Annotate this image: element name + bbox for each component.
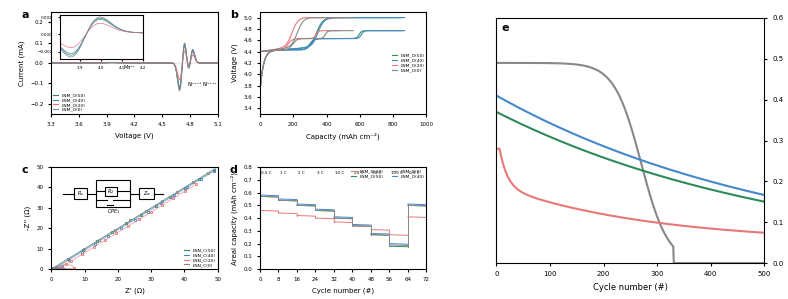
- Legend: LNM_O(50), LNM_O(40), LNM_O(20), LNM_O(0): LNM_O(50), LNM_O(40), LNM_O(20), LNM_O(0…: [392, 54, 424, 72]
- Y-axis label: Voltage (V): Voltage (V): [232, 44, 238, 82]
- Text: 3 C: 3 C: [317, 171, 323, 175]
- Y-axis label: -Z'' (Ω): -Z'' (Ω): [24, 206, 31, 230]
- Text: 1 C: 1 C: [280, 171, 286, 175]
- Text: Mn²⁺: Mn²⁺: [124, 65, 136, 70]
- Text: a: a: [21, 10, 28, 20]
- Text: 0.5 C: 0.5 C: [409, 171, 420, 175]
- Y-axis label: Current (mA): Current (mA): [18, 40, 24, 86]
- Text: 20 C: 20 C: [354, 171, 363, 175]
- Text: e: e: [502, 23, 509, 33]
- X-axis label: Cycle number (#): Cycle number (#): [312, 287, 374, 294]
- Text: 50 C: 50 C: [372, 171, 381, 175]
- Legend: LNM_O(50), LNM_O(40), LNM_O(20), LNM_O(0): LNM_O(50), LNM_O(40), LNM_O(20), LNM_O(0…: [54, 93, 85, 112]
- Text: 10 C: 10 C: [335, 171, 344, 175]
- X-axis label: Voltage (V): Voltage (V): [115, 132, 154, 139]
- Text: 0.5 C: 0.5 C: [261, 171, 272, 175]
- Text: d: d: [230, 165, 238, 175]
- Text: Ni²⁺⁺³: Ni²⁺⁺³: [188, 83, 202, 87]
- Text: 100 C: 100 C: [391, 171, 403, 175]
- X-axis label: Z' (Ω): Z' (Ω): [125, 287, 144, 294]
- Legend: LNN_C(50), LNN_C(40), LNN_C(20), LNN_C(0): LNN_C(50), LNN_C(40), LNN_C(20), LNN_C(0…: [184, 248, 216, 267]
- X-axis label: Capacity (mAh cm⁻²): Capacity (mAh cm⁻²): [307, 132, 380, 140]
- Legend: LNM_O(20), LNM_O(50), LNM_O(0), LNM_O(40): LNM_O(20), LNM_O(50), LNM_O(0), LNM_O(40…: [351, 169, 424, 178]
- Text: Ni³⁺⁺⁴: Ni³⁺⁺⁴: [203, 83, 217, 87]
- Y-axis label: Areal capacity (mAh cm⁻²): Areal capacity (mAh cm⁻²): [231, 172, 238, 265]
- Text: 2 C: 2 C: [298, 171, 305, 175]
- Text: b: b: [230, 10, 238, 20]
- X-axis label: Cycle number (#): Cycle number (#): [593, 283, 668, 292]
- Text: c: c: [21, 165, 28, 175]
